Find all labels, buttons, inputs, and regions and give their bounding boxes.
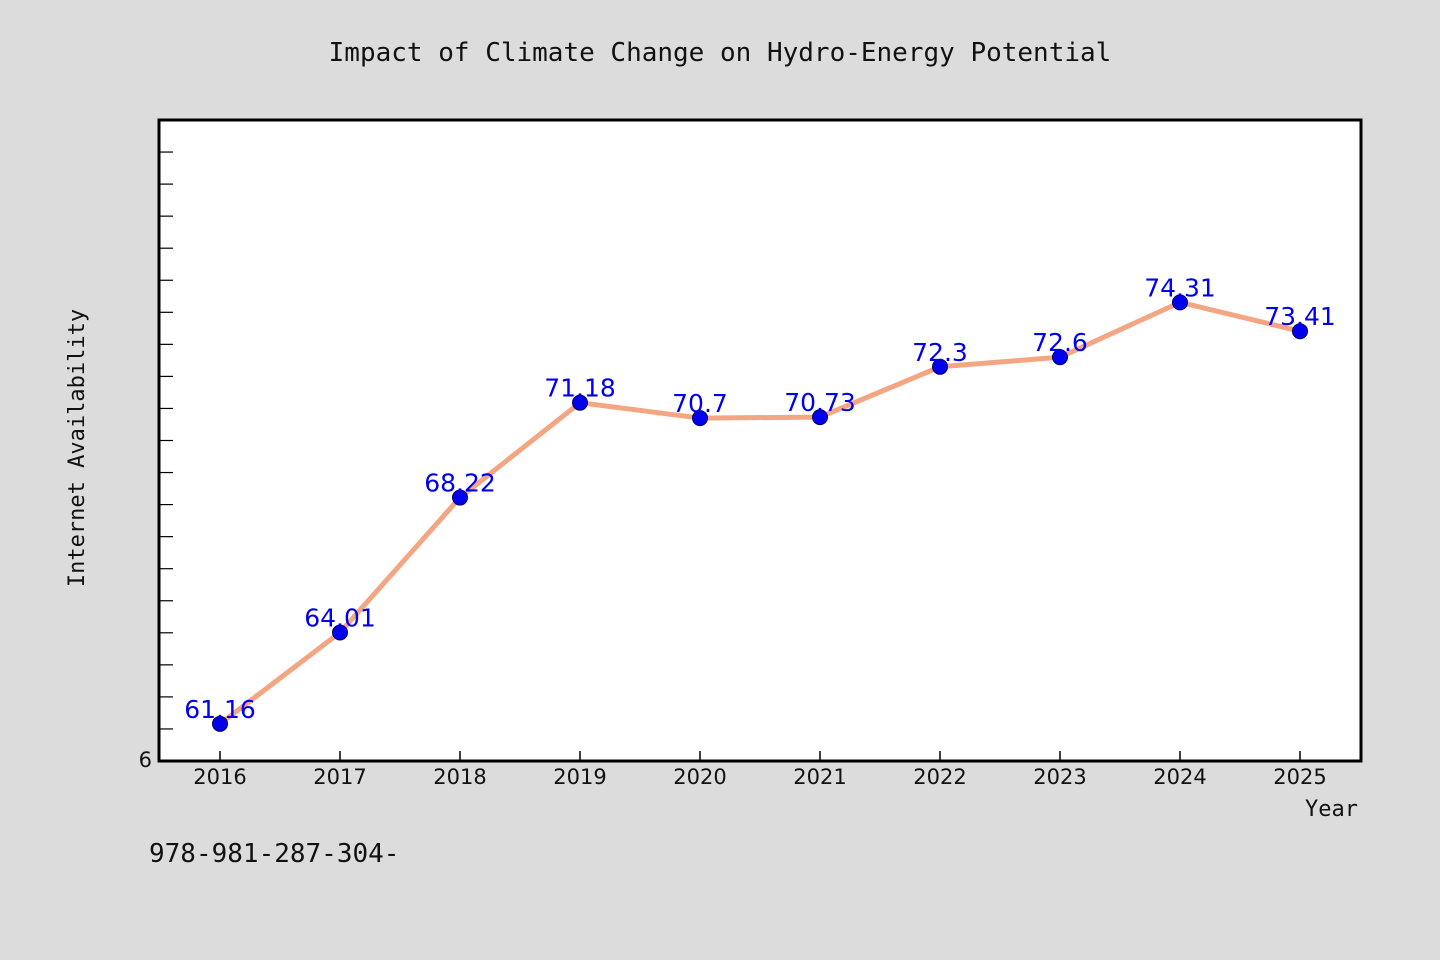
x-tick-label: 2025 bbox=[1273, 765, 1326, 789]
data-point bbox=[932, 358, 948, 375]
series-line bbox=[217, 299, 1303, 727]
x-axis-label: Year bbox=[1305, 797, 1358, 822]
data-point bbox=[1292, 323, 1308, 340]
data-point bbox=[332, 624, 348, 641]
x-tick-label: 2016 bbox=[193, 765, 246, 789]
chart-title: Impact of Climate Change on Hydro-Energy… bbox=[329, 38, 1112, 68]
data-label: 72.6 bbox=[1032, 328, 1088, 357]
data-label: 70.7 bbox=[672, 389, 728, 418]
data-label: 70.73 bbox=[784, 388, 856, 417]
x-tick-label: 2021 bbox=[793, 765, 846, 789]
data-point bbox=[692, 410, 708, 427]
data-label: 71.18 bbox=[544, 374, 616, 403]
x-tick-label: 2023 bbox=[1033, 765, 1086, 789]
data-point bbox=[212, 715, 228, 732]
y-axis-label: Internet Availability bbox=[65, 309, 90, 587]
y-tick-label: 6 bbox=[139, 748, 152, 772]
x-tick-label: 2019 bbox=[553, 765, 606, 789]
series-markers bbox=[212, 294, 1308, 732]
data-label: 73.41 bbox=[1264, 302, 1336, 331]
x-tick-label: 2022 bbox=[913, 765, 966, 789]
data-labels: 61.16 64.01 68.22 71.18 70.7 70.73 72.3 72.6 74.… bbox=[184, 273, 1336, 723]
data-label: 74.31 bbox=[1144, 273, 1216, 302]
data-label: 61.16 bbox=[184, 695, 256, 724]
data-point bbox=[452, 489, 468, 506]
data-label: 68.22 bbox=[424, 469, 496, 498]
data-point bbox=[572, 394, 588, 411]
y-axis-ticks: 6 bbox=[139, 151, 173, 772]
data-point bbox=[1052, 349, 1068, 366]
data-point bbox=[812, 409, 828, 426]
x-tick-label: 2020 bbox=[673, 765, 726, 789]
footer-isbn-text: 978-981-287-304- bbox=[149, 839, 399, 869]
x-tick-label: 2018 bbox=[433, 765, 486, 789]
plot-area bbox=[157, 118, 1363, 763]
x-tick-label: 2017 bbox=[313, 765, 366, 789]
x-tick-label: 2024 bbox=[1153, 765, 1206, 789]
data-label: 64.01 bbox=[304, 603, 376, 632]
data-point bbox=[1172, 294, 1188, 311]
x-axis-ticks: 2016 2017 2018 2019 2020 2021 2022 2023 2024 2025 bbox=[193, 751, 1327, 789]
data-label: 72.3 bbox=[912, 338, 968, 367]
